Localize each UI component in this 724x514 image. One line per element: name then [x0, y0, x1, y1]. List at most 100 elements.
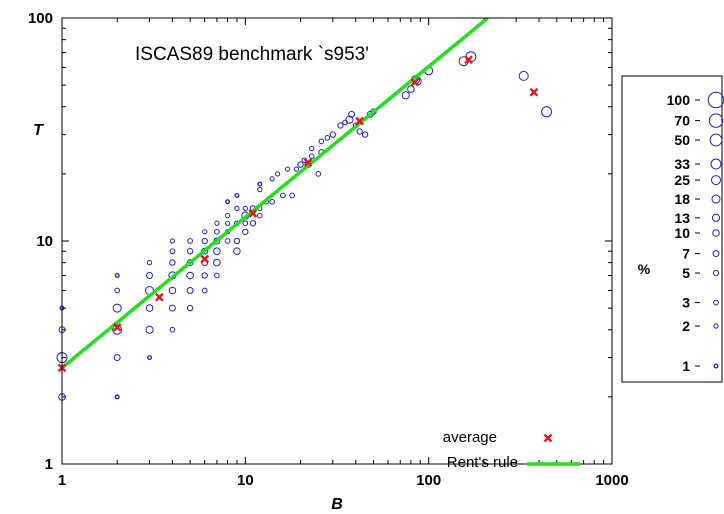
data-point	[186, 287, 194, 294]
average-point	[355, 116, 364, 126]
data-point	[213, 258, 221, 267]
data-point	[114, 272, 120, 279]
data-point	[269, 198, 275, 205]
data-point	[274, 171, 281, 177]
size-legend-label: 100	[667, 92, 691, 108]
size-legend-label: 3	[682, 295, 690, 311]
data-point	[315, 171, 322, 177]
x-tick-label: 1	[58, 472, 66, 489]
average-point	[155, 292, 164, 302]
size-legend-label: 50	[674, 132, 690, 148]
average-x-stroke	[112, 322, 122, 332]
size-legend-label: 2	[682, 318, 690, 334]
data-point	[361, 131, 369, 138]
data-point	[112, 324, 123, 335]
size-legend-label: 70	[674, 113, 690, 129]
size-legend-circle	[707, 91, 724, 109]
legend-label-average: average	[443, 429, 497, 446]
x-tick-label: 100	[416, 472, 441, 489]
data-point	[169, 248, 176, 255]
data-point	[348, 110, 356, 118]
data-point	[201, 287, 208, 294]
data-point	[201, 272, 208, 279]
data-point	[169, 238, 176, 244]
size-legend-circle	[708, 113, 724, 128]
average-x-stroke	[464, 55, 473, 65]
size-legend-label: 5	[682, 265, 690, 281]
size-legend-circle	[713, 363, 719, 369]
legend-label-rents-rule: Rent's rule	[447, 454, 518, 471]
data-point	[214, 272, 220, 279]
average-x-stroke	[303, 158, 313, 167]
average-x-stroke	[155, 292, 164, 302]
data-point	[257, 181, 263, 187]
data-point	[214, 220, 220, 226]
data-point	[242, 205, 248, 212]
legend-average-marker	[543, 433, 553, 443]
data-point	[114, 394, 120, 400]
data-point	[541, 106, 553, 118]
size-legend-circle	[710, 158, 722, 170]
size-legend-label: 33	[674, 156, 690, 172]
data-point	[169, 259, 176, 266]
size-legend-box	[621, 75, 723, 383]
average-x-stroke	[410, 77, 420, 87]
x-tick-label: 1000	[595, 472, 628, 489]
size-legend-circle	[713, 323, 719, 329]
size-legend-label: 25	[674, 172, 690, 188]
size-legend-label: 10	[674, 225, 690, 241]
average-x-stroke	[529, 87, 539, 97]
data-point	[213, 247, 221, 255]
size-legend-circle	[709, 133, 723, 147]
data-point	[309, 145, 315, 152]
data-point	[324, 135, 331, 141]
data-point	[257, 186, 263, 193]
average-point	[529, 87, 539, 97]
size-legend-circle	[713, 299, 719, 306]
data-point	[518, 70, 529, 81]
data-point	[146, 272, 153, 279]
data-point	[186, 259, 194, 267]
data-point	[214, 228, 220, 235]
average-x-stroke	[355, 116, 364, 126]
data-point	[289, 192, 295, 199]
data-point	[112, 303, 122, 313]
y-tick-label: 100	[28, 10, 53, 27]
data-point	[186, 271, 194, 280]
y-axis-title: T	[33, 122, 44, 139]
average-point	[112, 322, 122, 332]
size-legend-label: 1	[682, 358, 690, 374]
data-point	[146, 355, 153, 361]
data-point	[256, 212, 263, 219]
plot-layer: 1 10 100 1000 1 10 100	[28, 10, 629, 489]
data-point	[308, 153, 315, 160]
data-point	[113, 354, 121, 362]
rents-rule-line	[62, 18, 489, 370]
data-point	[224, 238, 231, 244]
average-point	[464, 55, 473, 65]
data-point	[356, 128, 363, 135]
y-tick-label: 10	[36, 233, 53, 250]
x-axis-title: B	[331, 496, 343, 513]
size-legend-circle	[711, 194, 721, 204]
size-legend-label: 7	[682, 246, 690, 262]
size-legend-circle	[712, 229, 720, 237]
average-point	[303, 158, 313, 167]
data-point	[169, 326, 176, 333]
data-point	[168, 304, 176, 312]
data-point	[224, 220, 231, 226]
size-legend-circle	[711, 213, 721, 222]
data-point	[145, 304, 154, 312]
average-x-stroke	[248, 209, 258, 218]
data-point	[187, 238, 193, 244]
y-tick-label: 1	[45, 456, 53, 473]
data-point	[284, 166, 291, 172]
data-point	[201, 237, 208, 245]
data-point	[225, 199, 231, 205]
data-point	[401, 91, 410, 100]
data-point	[337, 122, 344, 129]
size-legend-circle	[711, 175, 721, 186]
data-point	[202, 229, 208, 235]
size-legend-label: 13	[674, 210, 690, 226]
